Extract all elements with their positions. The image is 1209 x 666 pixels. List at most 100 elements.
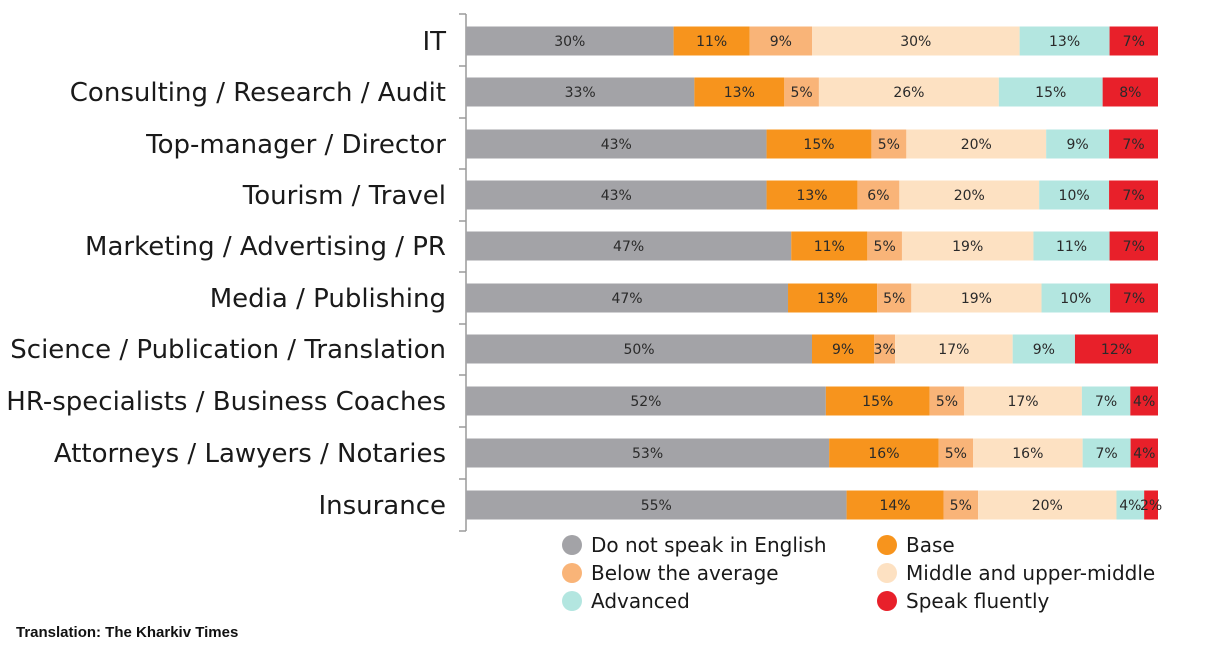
data-label: 20% [954, 188, 985, 204]
bar-segment [1041, 283, 1111, 313]
bar-segment [466, 438, 830, 468]
data-label: 55% [641, 498, 672, 514]
bar-segment [466, 231, 792, 261]
legend-label: Advanced [591, 589, 690, 613]
legend: Do not speak in English Base Below the ave… [562, 533, 1155, 613]
data-label: 7% [1123, 239, 1145, 255]
data-label: 47% [613, 239, 644, 255]
data-label: 3% [874, 342, 896, 358]
bar-segment [1130, 438, 1158, 468]
legend-label: Below the average [591, 561, 779, 585]
legend-marker [877, 591, 897, 611]
data-label: 30% [900, 34, 931, 50]
data-label: 17% [1007, 394, 1038, 410]
bar-segment [964, 386, 1082, 416]
data-label: 26% [893, 85, 924, 101]
category-label: Marketing / Advertising / PR [85, 232, 446, 262]
bar-segment [788, 283, 878, 313]
bar-segment [1074, 334, 1158, 364]
data-label: 19% [952, 239, 983, 255]
bar-segment [877, 283, 912, 313]
category-label: Attorneys / Lawyers / Notaries [54, 439, 446, 469]
bar-segment [818, 77, 999, 107]
bar-segment [1033, 231, 1110, 261]
bar-segment [929, 386, 965, 416]
data-label: 43% [601, 188, 632, 204]
bar-segment [791, 231, 868, 261]
data-label: 10% [1060, 291, 1091, 307]
category-label: IT [422, 27, 446, 57]
data-label: 15% [1035, 85, 1066, 101]
bar-segment [1019, 26, 1110, 56]
bar-segment [466, 386, 826, 416]
legend-label: Speak fluently [906, 589, 1050, 613]
data-label: 5% [936, 394, 958, 410]
bar-segment [466, 77, 695, 107]
data-label: 11% [1056, 239, 1087, 255]
legend-label: Do not speak in English [591, 533, 827, 557]
bar-segment [867, 231, 902, 261]
stacked-bar-chart: IT Consulting / Research / Audit Top-manag… [6, 13, 1162, 613]
bar-segment [466, 26, 674, 56]
bar-segment [766, 180, 858, 210]
data-label: 7% [1123, 34, 1145, 50]
bar-segment [1081, 386, 1131, 416]
data-label: 5% [950, 498, 972, 514]
bar-segment [973, 438, 1083, 468]
bar-segment [1109, 26, 1158, 56]
legend-label: Middle and upper-middle [906, 561, 1155, 585]
data-label: 13% [796, 188, 827, 204]
legend-marker [562, 535, 582, 555]
bar-segment [943, 490, 979, 520]
bar-segment [901, 231, 1034, 261]
bar-segment [1109, 129, 1158, 159]
legend-marker [562, 563, 582, 583]
data-label: 11% [696, 34, 727, 50]
bar-segment [1046, 129, 1110, 159]
data-label: 16% [868, 446, 899, 462]
data-label: 50% [623, 342, 654, 358]
bar-segment [938, 438, 974, 468]
data-label: 9% [770, 34, 792, 50]
data-label: 5% [874, 239, 896, 255]
data-label: 16% [1012, 446, 1043, 462]
data-label: 33% [565, 85, 596, 101]
category-label: Insurance [318, 491, 446, 521]
category-label: Consulting / Research / Audit [70, 78, 446, 108]
data-label: 13% [817, 291, 848, 307]
bar-segment [466, 334, 812, 364]
bar-segment [1130, 386, 1158, 416]
bar-segment [906, 129, 1047, 159]
data-label: 19% [961, 291, 992, 307]
bar-segment [694, 77, 785, 107]
bar-segment [978, 490, 1117, 520]
data-label: 5% [878, 137, 900, 153]
data-label: 47% [611, 291, 642, 307]
bar-segment [899, 180, 1040, 210]
bar-segment [812, 334, 875, 364]
data-label: 9% [832, 342, 854, 358]
data-label: 15% [862, 394, 893, 410]
data-label: 17% [938, 342, 969, 358]
data-label: 2% [1140, 498, 1162, 514]
data-label: 8% [1119, 85, 1141, 101]
data-label: 15% [803, 137, 834, 153]
data-label: 13% [724, 85, 755, 101]
data-label: 7% [1122, 188, 1144, 204]
category-label: Media / Publishing [210, 284, 446, 314]
data-label: 7% [1123, 291, 1145, 307]
data-label: 10% [1059, 188, 1090, 204]
data-label: 20% [961, 137, 992, 153]
bar-segment [766, 129, 872, 159]
category-label: Science / Publication / Translation [10, 335, 446, 365]
bar-segment [874, 334, 896, 364]
bar-segment [825, 386, 930, 416]
axis [459, 13, 467, 532]
bar-segment [1082, 438, 1131, 468]
bar-segment [1110, 283, 1158, 313]
bar-segment [812, 26, 1020, 56]
bar-segment [911, 283, 1042, 313]
data-label: 9% [1067, 137, 1089, 153]
data-label: 9% [1033, 342, 1055, 358]
legend-marker [877, 535, 897, 555]
